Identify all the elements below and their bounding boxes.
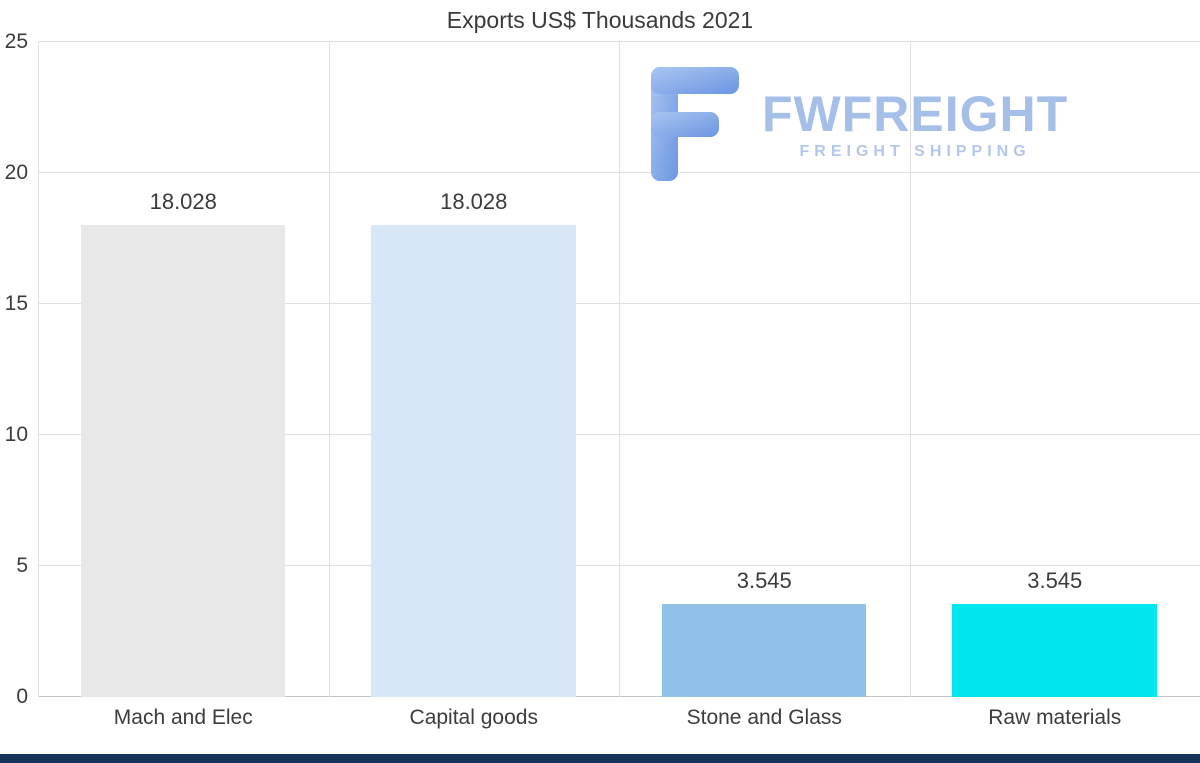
chart-title: Exports US$ Thousands 2021: [446, 7, 754, 33]
bar-value-label: 3.545: [1027, 568, 1083, 594]
v-gridline: [328, 42, 330, 697]
x-category-label: Capital goods: [409, 706, 538, 729]
plot-area: 18.028 18.028 3.545 3.545: [38, 41, 1200, 697]
y-tick-label: 5: [16, 554, 28, 577]
bar-value-label: 18.028: [149, 188, 217, 214]
bar: [371, 224, 576, 697]
bar: [80, 224, 286, 697]
footer-bar: [0, 754, 1200, 763]
v-gridline: [38, 42, 39, 697]
bar: [661, 604, 867, 697]
logo-brand: FWFREIGHT: [762, 85, 1069, 142]
y-tick-label: 15: [4, 292, 28, 315]
y-tick-label: 0: [16, 685, 28, 708]
y-tick-label: 20: [4, 161, 28, 184]
fwfreight-logo: FWFREIGHT FREIGHT SHIPPING: [648, 64, 1068, 184]
logo-text: FWFREIGHT FREIGHT SHIPPING: [762, 88, 1068, 161]
x-axis-labels: Mach and Elec Capital goods Stone and Glas…: [38, 706, 1200, 730]
x-category-label: Mach and Elec: [113, 706, 253, 729]
x-category-label: Stone and Glass: [686, 706, 842, 729]
bar: [952, 604, 1157, 697]
bar-value-label: 18.028: [440, 188, 508, 214]
bar-value-label: 3.545: [736, 568, 792, 594]
x-category-label: Raw materials: [988, 706, 1122, 729]
fwfreight-logo-icon: [651, 67, 739, 181]
h-gridline: [38, 41, 1200, 42]
y-tick-label: 10: [4, 423, 28, 446]
logo-tagline: FREIGHT SHIPPING: [799, 142, 1031, 160]
y-axis: 0 5 10 15 20 25: [0, 31, 31, 708]
v-gridline: [619, 42, 620, 697]
v-gridline: [909, 42, 911, 697]
y-tick-label: 25: [4, 30, 28, 53]
